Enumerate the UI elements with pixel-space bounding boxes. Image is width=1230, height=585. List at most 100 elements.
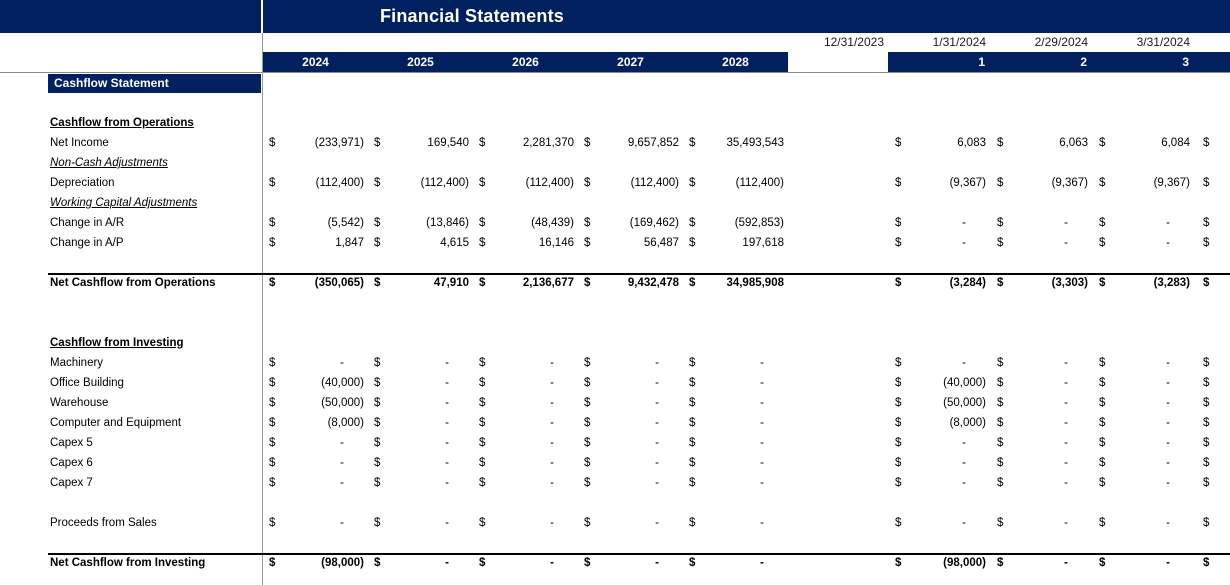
value-cell[interactable]: $ - — [683, 433, 788, 453]
row-label-cell[interactable]: Working Capital Adjustments — [0, 193, 263, 213]
value-cell[interactable]: $ - — [263, 353, 368, 373]
row-label-cell[interactable]: Capex 6 — [0, 453, 263, 473]
value-cell[interactable]: $ - — [888, 513, 990, 533]
value-cell[interactable]: $ - — [578, 513, 683, 533]
value-cell[interactable]: $ - — [473, 393, 578, 413]
row-label-cell[interactable]: Cashflow from Investing — [0, 333, 263, 353]
value-cell[interactable]: $ (233,971) — [263, 133, 368, 153]
row-label-cell[interactable]: Machinery — [0, 353, 263, 373]
value-cell[interactable]: $ - — [683, 413, 788, 433]
value-cell[interactable]: $ - — [683, 453, 788, 473]
value-cell[interactable]: $ - — [683, 353, 788, 373]
row-label-cell[interactable]: Net Income — [0, 133, 263, 153]
value-cell[interactable]: $ - — [990, 233, 1092, 253]
partial-value-cell[interactable]: $ — [1194, 133, 1230, 153]
value-cell[interactable]: $47,910 — [368, 273, 473, 293]
partial-value-cell[interactable]: $ — [1194, 453, 1230, 473]
value-cell[interactable]: $ (5,542) — [263, 213, 368, 233]
row-label-cell[interactable]: Warehouse — [0, 393, 263, 413]
value-cell[interactable]: $ - — [368, 553, 473, 573]
partial-value-cell[interactable]: $ — [1194, 233, 1230, 253]
value-cell[interactable]: $ - — [473, 353, 578, 373]
value-cell[interactable]: $ - — [990, 513, 1092, 533]
empty-period-cell[interactable] — [788, 393, 888, 413]
row-label-cell[interactable]: Non-Cash Adjustments — [0, 153, 263, 173]
value-cell[interactable]: $16,146 — [473, 233, 578, 253]
value-cell[interactable]: $ - — [368, 513, 473, 533]
row-label-cell[interactable]: Change in A/R — [0, 213, 263, 233]
row-label-cell[interactable]: Change in A/P — [0, 233, 263, 253]
empty-period-cell[interactable] — [788, 433, 888, 453]
value-cell[interactable]: $ - — [888, 353, 990, 373]
value-cell[interactable]: $ (8,000) — [263, 413, 368, 433]
value-cell[interactable]: $ - — [368, 473, 473, 493]
empty-period-cell[interactable] — [788, 453, 888, 473]
value-cell[interactable]: $ (50,000) — [263, 393, 368, 413]
partial-value-cell[interactable]: $ — [1194, 433, 1230, 453]
value-cell[interactable]: $ - — [263, 513, 368, 533]
row-label-cell[interactable]: Depreciation — [0, 173, 263, 193]
empty-period-cell[interactable] — [788, 553, 888, 573]
value-cell[interactable]: $56,487 — [578, 233, 683, 253]
date-header-cell[interactable]: 3/31/2024 — [1136, 35, 1190, 49]
value-cell[interactable]: $ - — [368, 373, 473, 393]
row-label-cell[interactable]: Capex 5 — [0, 433, 263, 453]
value-cell[interactable]: $ - — [368, 393, 473, 413]
value-cell[interactable]: $ - — [1092, 373, 1194, 393]
year-header-cell[interactable]: 2028 — [722, 55, 749, 69]
empty-period-cell[interactable] — [788, 233, 888, 253]
value-cell[interactable]: $197,618 — [683, 233, 788, 253]
value-cell[interactable]: $6,084 — [1092, 133, 1194, 153]
value-cell[interactable]: $ - — [683, 393, 788, 413]
value-cell[interactable]: $ - — [368, 433, 473, 453]
value-cell[interactable]: $ - — [578, 553, 683, 573]
value-cell[interactable]: $ - — [683, 473, 788, 493]
year-header-cell[interactable]: 2024 — [302, 55, 329, 69]
value-cell[interactable]: $ - — [368, 413, 473, 433]
value-cell[interactable]: $ - — [1092, 213, 1194, 233]
value-cell[interactable]: $ (13,846) — [368, 213, 473, 233]
row-label-cell[interactable]: Net Cashflow from Operations — [0, 273, 263, 293]
value-cell[interactable]: $6,083 — [888, 133, 990, 153]
value-cell[interactable]: $ - — [888, 213, 990, 233]
value-cell[interactable]: $ (112,400) — [683, 173, 788, 193]
value-cell[interactable]: $9,432,478 — [578, 273, 683, 293]
value-cell[interactable]: $ - — [990, 353, 1092, 373]
value-cell[interactable]: $ - — [473, 473, 578, 493]
year-header-cell[interactable]: 2026 — [512, 55, 539, 69]
value-cell[interactable]: $ - — [1092, 453, 1194, 473]
value-cell[interactable]: $ - — [1092, 393, 1194, 413]
value-cell[interactable]: $ - — [990, 393, 1092, 413]
value-cell[interactable]: $ - — [888, 433, 990, 453]
value-cell[interactable]: $ - — [473, 433, 578, 453]
value-cell[interactable]: $ - — [888, 473, 990, 493]
row-label-cell[interactable]: Cashflow Statement — [0, 73, 263, 93]
empty-period-cell[interactable] — [788, 513, 888, 533]
value-cell[interactable]: $ - — [473, 373, 578, 393]
value-cell[interactable]: $9,657,852 — [578, 133, 683, 153]
row-label-cell[interactable]: Cashflow from Operations — [0, 113, 263, 133]
empty-period-cell[interactable] — [788, 173, 888, 193]
value-cell[interactable]: $ (112,400) — [368, 173, 473, 193]
value-cell[interactable]: $ - — [1092, 353, 1194, 373]
value-cell[interactable]: $ (3,303) — [990, 273, 1092, 293]
value-cell[interactable]: $34,985,908 — [683, 273, 788, 293]
period-header-cell[interactable]: 1 — [978, 55, 985, 69]
value-cell[interactable]: $ (50,000) — [888, 393, 990, 413]
year-header-cell[interactable]: 2027 — [617, 55, 644, 69]
empty-period-cell[interactable] — [788, 473, 888, 493]
year-header-cell[interactable]: 2025 — [407, 55, 434, 69]
row-label-cell[interactable]: Capex 7 — [0, 473, 263, 493]
value-cell[interactable]: $ - — [263, 453, 368, 473]
value-cell[interactable]: $ - — [683, 373, 788, 393]
partial-value-cell[interactable]: $ — [1194, 353, 1230, 373]
empty-period-cell[interactable] — [788, 413, 888, 433]
value-cell[interactable]: $ (9,367) — [990, 173, 1092, 193]
value-cell[interactable]: $ - — [263, 473, 368, 493]
value-cell[interactable]: $ (3,283) — [1092, 273, 1194, 293]
value-cell[interactable]: $ (40,000) — [888, 373, 990, 393]
value-cell[interactable]: $ (40,000) — [263, 373, 368, 393]
value-cell[interactable]: $ - — [578, 393, 683, 413]
value-cell[interactable]: $169,540 — [368, 133, 473, 153]
value-cell[interactable]: $ (48,439) — [473, 213, 578, 233]
